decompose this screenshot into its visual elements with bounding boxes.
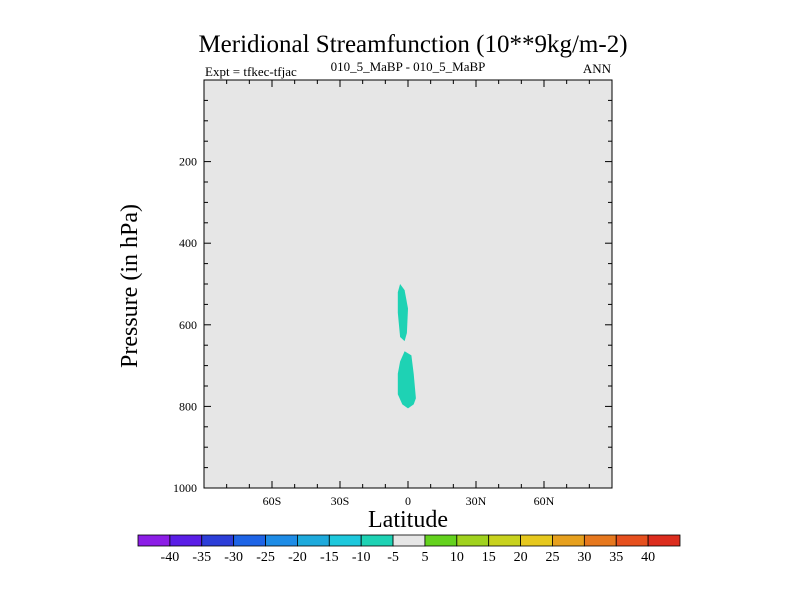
y-tick-label: 400	[179, 236, 197, 250]
colorbar-box	[392, 534, 426, 547]
colorbar-label: 25	[545, 550, 559, 565]
colorbar-box	[169, 534, 203, 547]
x-tick-label: 0	[405, 494, 411, 508]
colorbar-box	[615, 534, 649, 547]
colorbar-box	[583, 534, 617, 547]
chart-title: Meridional Streamfunction (10**9kg/m-2)	[198, 31, 627, 58]
x-tick-label: 30S	[331, 494, 350, 508]
x-tick-label: 60N	[534, 494, 555, 508]
colorbar-label: 40	[641, 550, 655, 565]
colorbar-box	[297, 534, 330, 547]
colorbar-label: 15	[482, 550, 496, 565]
y-tick-label: 200	[179, 155, 197, 169]
y-axis-label: Pressure (in hPa)	[117, 204, 143, 368]
colorbar-label: -30	[224, 550, 243, 565]
colorbar-box	[201, 534, 235, 547]
colorbar-label: 10	[450, 550, 464, 565]
colorbar-box	[647, 534, 681, 547]
colorbar-label: -35	[192, 550, 211, 565]
colorbar-label: -10	[352, 550, 371, 565]
colorbar-label: 30	[577, 550, 591, 565]
colorbar-label: -20	[288, 550, 307, 565]
colorbar-box	[328, 534, 362, 547]
colorbar-box	[360, 534, 394, 547]
plot-frame	[203, 79, 613, 489]
colorbar-box	[488, 534, 521, 547]
experiment-label: Expt = tfkec-tfjac	[205, 64, 297, 79]
y-tick-label: 600	[179, 318, 197, 332]
colorbar-label: 35	[609, 550, 623, 565]
colorbar-label: -15	[320, 550, 339, 565]
colorbar-box	[520, 534, 553, 547]
contour-region-2	[397, 351, 416, 409]
x-tick-label: 30N	[466, 494, 487, 508]
colorbar-box	[265, 534, 298, 547]
colorbar-box	[456, 534, 490, 547]
case-label: 010_5_MaBP - 010_5_MaBP	[331, 59, 486, 74]
y-tick-label: 800	[179, 399, 197, 413]
colorbar-box	[233, 534, 266, 547]
colorbar-label: -5	[387, 550, 399, 565]
colorbar-label: -25	[256, 550, 275, 565]
season-label: ANN	[583, 61, 612, 76]
colorbar-box	[424, 534, 458, 547]
contour-region-1	[397, 284, 408, 342]
colorbar-label: 5	[421, 550, 428, 565]
colorbar-box	[137, 534, 171, 547]
y-tick-label: 1000	[173, 481, 197, 495]
colorbar-box	[552, 534, 585, 547]
colorbar-label: -40	[161, 550, 180, 565]
x-axis-label: Latitude	[368, 507, 448, 533]
x-tick-label: 60S	[263, 494, 282, 508]
plot-area	[204, 80, 612, 488]
colorbar-label: 20	[514, 550, 528, 565]
